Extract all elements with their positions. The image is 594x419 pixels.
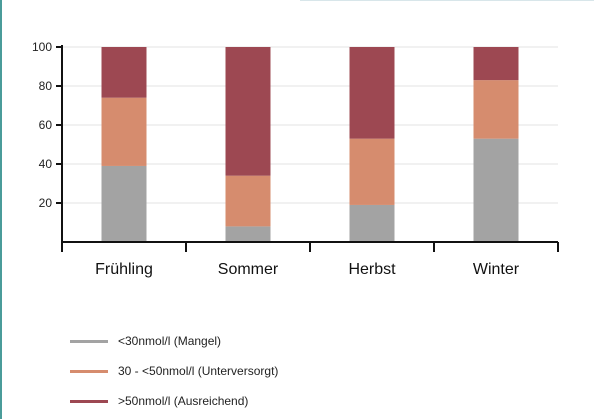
x-tick-label: Frühling (95, 261, 153, 278)
bar-segment (101, 47, 147, 98)
bar-segment (349, 138, 395, 205)
y-tick-label: 100 (32, 40, 52, 54)
legend-swatch (70, 399, 108, 403)
bar-segment (101, 165, 147, 242)
bar-segment (225, 226, 271, 242)
legend-item-mangel: <30nmol/l (Mangel) (70, 326, 278, 356)
y-tick-label: 40 (39, 157, 53, 171)
bar-segment (473, 80, 519, 139)
y-tick-label: 60 (39, 118, 53, 132)
legend-item-ausreichend: >50nmol/l (Ausreichend) (70, 386, 278, 416)
bar-segment (349, 47, 395, 139)
bar-segment (349, 204, 395, 242)
legend-swatch (70, 339, 108, 343)
legend-item-unterversorgt: 30 - <50nmol/l (Unterversorgt) (70, 356, 278, 386)
bar-segment (101, 97, 147, 166)
legend-label: <30nmol/l (Mangel) (118, 334, 222, 348)
bar-segment (225, 175, 271, 227)
legend-swatch (70, 369, 108, 373)
bar-segment (473, 138, 519, 242)
bar-segment (225, 47, 271, 176)
x-tick-label: Herbst (348, 261, 396, 278)
x-tick-label: Winter (473, 261, 520, 278)
legend-label: >50nmol/l (Ausreichend) (118, 394, 249, 408)
x-tick-label: Sommer (218, 261, 279, 278)
top-edge-line (300, 0, 594, 1)
legend-label: 30 - <50nmol/l (Unterversorgt) (118, 364, 279, 378)
chart-legend: <30nmol/l (Mangel) 30 - <50nmol/l (Unter… (70, 326, 278, 416)
y-tick-label: 80 (39, 79, 53, 93)
bar-segment (473, 47, 519, 81)
stacked-bar-chart: 20 40 60 80 100 Frühling Sommer Herbst Winter (32, 40, 559, 278)
left-edge-line (0, 0, 2, 419)
y-tick-label: 20 (39, 196, 53, 210)
